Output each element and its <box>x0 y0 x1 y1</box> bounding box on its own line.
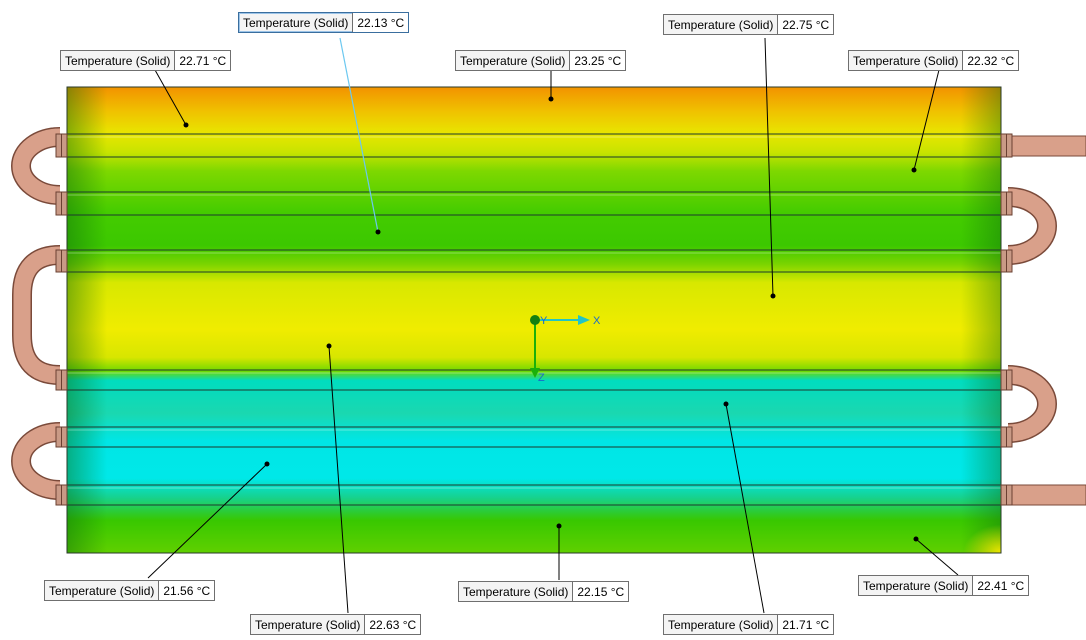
leader-p5 <box>913 69 940 171</box>
u-bend-left-mid <box>12 245 61 385</box>
probe-point-p2 <box>770 293 776 299</box>
probe-label-value: 21.56 °C <box>159 581 215 600</box>
leader-p2 <box>764 37 774 297</box>
probe-point-p10 <box>723 401 729 407</box>
probe-label-value: 22.15 °C <box>573 582 629 601</box>
triad-y-label: Y <box>540 315 548 327</box>
inlet-pipe <box>1000 135 1086 157</box>
probe-label-value: 22.13 °C <box>353 13 409 32</box>
probe-label-p10[interactable]: Temperature (Solid) 21.71 °C <box>663 614 835 635</box>
probe-point-p4 <box>548 96 554 102</box>
u-bend-right-bottom <box>1007 365 1057 443</box>
probe-point-p6 <box>264 461 270 467</box>
probe-label-value: 22.41 °C <box>973 576 1029 595</box>
u-bend-right-top <box>1007 187 1057 265</box>
probe-label-value: 23.25 °C <box>570 51 626 70</box>
probe-label-p9[interactable]: Temperature (Solid) 22.63 °C <box>250 614 422 635</box>
leader-p10 <box>725 403 765 614</box>
u-bend-left-top <box>11 127 61 205</box>
plate-contour <box>66 86 1002 554</box>
tube-fittings <box>55 133 1013 506</box>
leader-p8 <box>915 538 959 576</box>
probe-label-p7[interactable]: Temperature (Solid) 22.15 °C <box>458 581 630 602</box>
probe-label-name: Temperature (Solid) <box>459 582 574 601</box>
probe-label-p2[interactable]: Temperature (Solid) 22.75 °C <box>663 14 835 35</box>
probe-point-p1 <box>375 229 381 235</box>
probe-point-p8 <box>913 536 919 542</box>
probe-label-name: Temperature (Solid) <box>45 581 160 600</box>
probe-label-name: Temperature (Solid) <box>61 51 176 70</box>
probe-label-name: Temperature (Solid) <box>849 51 964 70</box>
probe-point-p7 <box>556 523 562 529</box>
probe-label-value: 22.63 °C <box>365 615 421 634</box>
probe-label-value: 22.71 °C <box>175 51 231 70</box>
coordinate-triad[interactable]: X Y Z <box>530 315 601 384</box>
probe-label-name: Temperature (Solid) <box>251 615 366 634</box>
leader-p1 <box>339 37 379 233</box>
probe-label-name: Temperature (Solid) <box>859 576 974 595</box>
probe-label-p6[interactable]: Temperature (Solid) 21.56 °C <box>44 580 216 601</box>
triad-z-label: Z <box>538 372 545 384</box>
probe-points[interactable] <box>183 96 919 542</box>
probe-point-p9 <box>326 343 332 349</box>
outlet-pipe <box>1000 484 1086 506</box>
probe-label-p5[interactable]: Temperature (Solid) 22.32 °C <box>848 50 1020 71</box>
probe-label-p1[interactable]: Temperature (Solid) 22.13 °C <box>238 12 410 33</box>
leader-p9 <box>328 345 349 614</box>
u-bend-left-bottom <box>11 422 61 500</box>
probe-label-name: Temperature (Solid) <box>664 615 779 634</box>
probe-label-value: 21.71 °C <box>778 615 834 634</box>
triad-x-label: X <box>593 315 601 327</box>
probe-label-p8[interactable]: Temperature (Solid) 22.41 °C <box>858 575 1030 596</box>
leader-p3 <box>154 69 187 126</box>
probe-label-p4[interactable]: Temperature (Solid) 23.25 °C <box>455 50 627 71</box>
probe-label-name: Temperature (Solid) <box>239 13 354 32</box>
probe-label-name: Temperature (Solid) <box>456 51 571 70</box>
probe-leaders <box>147 37 959 614</box>
probe-point-p3 <box>183 122 189 128</box>
leader-p6 <box>147 463 268 579</box>
probe-label-name: Temperature (Solid) <box>664 15 779 34</box>
probe-point-p5 <box>911 167 917 173</box>
probe-label-value: 22.75 °C <box>778 15 834 34</box>
probe-label-p3[interactable]: Temperature (Solid) 22.71 °C <box>60 50 232 71</box>
probe-label-value: 22.32 °C <box>963 51 1019 70</box>
